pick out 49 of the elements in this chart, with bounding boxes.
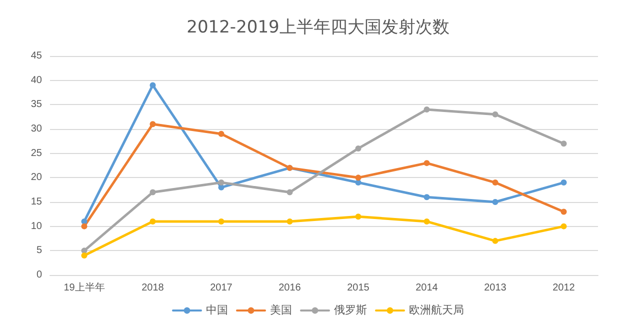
point: [560, 208, 567, 215]
point: [560, 140, 567, 147]
point: [560, 180, 567, 186]
x-tick-label: 19上半年: [64, 282, 105, 294]
point: [286, 218, 293, 224]
y-tick-label: 40: [30, 74, 42, 86]
point: [81, 223, 88, 230]
point: [492, 199, 498, 205]
point: [492, 180, 498, 186]
point: [150, 218, 156, 224]
y-tick-label: 45: [30, 50, 42, 62]
point: [150, 189, 156, 196]
x-tick-label: 2013: [484, 282, 507, 294]
legend-label: 俄罗斯: [334, 304, 367, 316]
y-tick-label: 5: [36, 245, 42, 256]
point: [218, 130, 224, 137]
chart-title: 2012-2019上半年四大国发射次数: [186, 18, 450, 38]
x-tick-label: 2015: [347, 282, 370, 294]
point: [560, 223, 567, 230]
x-tick-label: 2016: [278, 282, 302, 294]
point: [355, 214, 362, 220]
legend-label: 中国: [206, 304, 228, 316]
point: [286, 189, 293, 196]
point: [424, 194, 430, 200]
point: [81, 252, 88, 259]
y-tick-label: 30: [30, 124, 42, 134]
x-tick-label: 2017: [210, 282, 233, 294]
x-tick-label: 2018: [142, 282, 164, 294]
point: [218, 180, 224, 186]
point: [424, 160, 430, 166]
point: [424, 106, 430, 113]
y-tick-label: 0: [36, 270, 42, 280]
point: [150, 121, 156, 128]
y-tick-label: 35: [30, 99, 42, 110]
point: [218, 218, 224, 224]
point: [150, 82, 156, 88]
point: [355, 145, 362, 152]
y-tick-label: 20: [30, 172, 42, 184]
legend-label: 欧洲航天局: [409, 304, 464, 316]
y-tick-label: 15: [30, 196, 42, 208]
x-tick-label: 2012: [552, 282, 576, 294]
y-tick-label: 25: [30, 148, 42, 159]
point: [492, 238, 498, 244]
point: [355, 174, 362, 181]
legend-label: 美国: [270, 304, 292, 316]
x-tick-label: 2014: [416, 282, 438, 294]
point: [424, 218, 430, 224]
point: [492, 111, 498, 118]
y-tick-label: 10: [30, 220, 42, 232]
